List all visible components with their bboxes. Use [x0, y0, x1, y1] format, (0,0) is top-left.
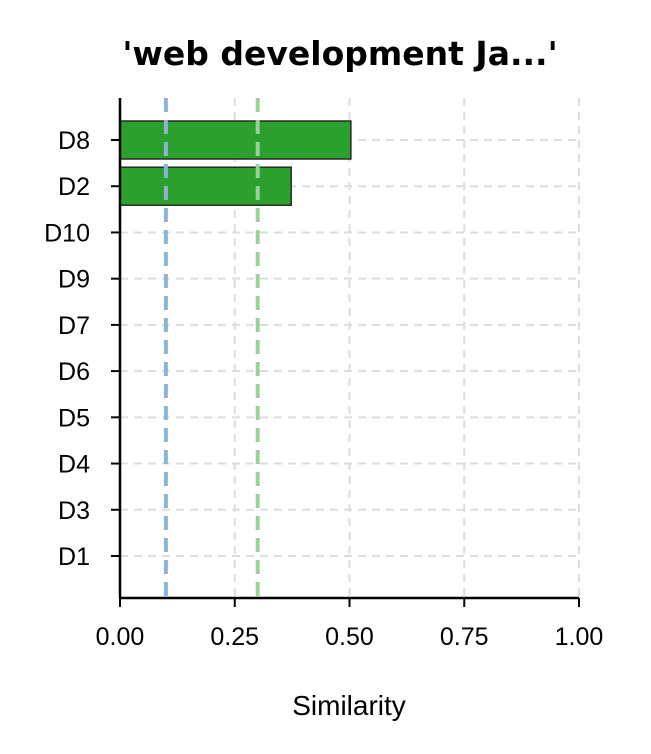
y-tick-label: D3 — [58, 497, 90, 525]
y-tick-label: D1 — [58, 543, 90, 571]
y-tick-label: D2 — [58, 173, 90, 201]
x-tick-label: 0.50 — [325, 623, 374, 651]
x-ticks: 0.00 0.25 0.50 0.75 1.00 — [96, 598, 604, 651]
y-tick-label: D6 — [58, 358, 90, 386]
bar-D2 — [119, 166, 292, 206]
y-tick-label: D8 — [58, 127, 90, 155]
y-tick-label: D5 — [58, 404, 90, 432]
y-ticks: D8 D2 D10 D9 D7 D6 D5 D4 D3 D1 — [44, 127, 120, 571]
y-tick-label: D9 — [58, 266, 90, 294]
y-tick-label: D4 — [58, 451, 90, 479]
bars — [119, 120, 352, 206]
reference-lines — [163, 98, 260, 598]
x-axis-label: Similarity — [292, 690, 406, 721]
x-tick-label: 0.75 — [440, 623, 489, 651]
x-tick-label: 0.00 — [96, 623, 145, 651]
y-tick-label: D10 — [44, 219, 90, 247]
x-tick-label: 0.25 — [210, 623, 259, 651]
bar-D8 — [119, 120, 352, 160]
x-tick-label: 1.00 — [555, 623, 604, 651]
y-tick-label: D7 — [58, 312, 90, 340]
chart-title: 'web development Ja...' — [122, 34, 557, 73]
